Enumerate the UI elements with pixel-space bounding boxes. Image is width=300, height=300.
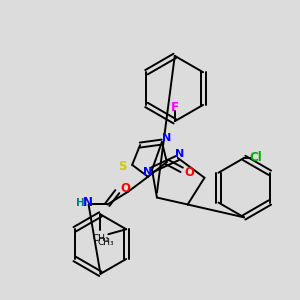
Text: S: S (118, 160, 127, 173)
Text: O: O (120, 182, 130, 195)
Text: N: N (162, 133, 172, 143)
Text: Cl: Cl (250, 152, 262, 164)
Text: O: O (184, 166, 195, 179)
Text: N: N (175, 149, 184, 159)
Text: F: F (171, 101, 179, 114)
Text: N: N (143, 167, 153, 177)
Text: CH₃: CH₃ (92, 234, 109, 243)
Text: CH₃: CH₃ (97, 238, 114, 247)
Text: H: H (76, 197, 85, 208)
Text: N: N (82, 196, 93, 209)
